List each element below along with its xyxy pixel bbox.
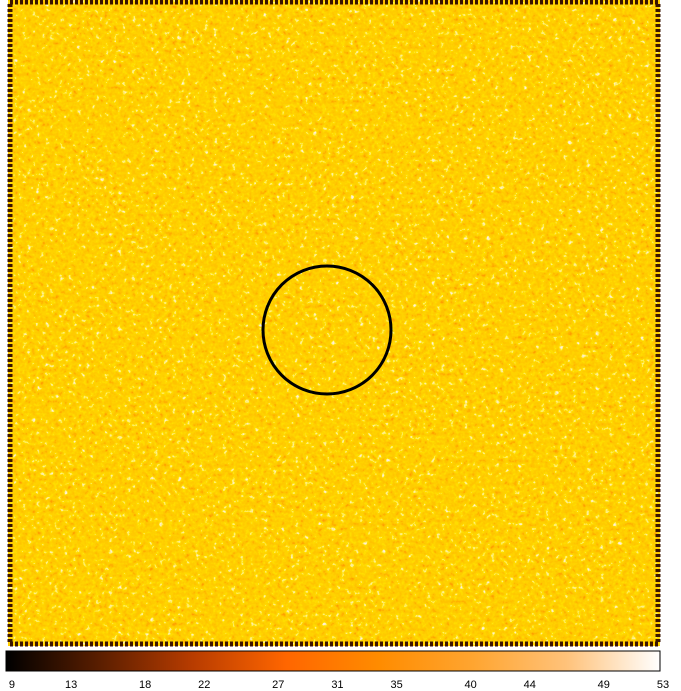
colorbar-tick-label: 13 (65, 679, 77, 691)
colorbar-tick-label: 40 (464, 679, 476, 691)
colorbar-tick-label: 44 (524, 679, 536, 691)
chart: 9 13 18 22 27 31 35 40 44 49 53 (0, 0, 681, 691)
colorbar-tick-label: 31 (331, 679, 343, 691)
colorbar-tick-label: 53 (657, 679, 669, 691)
colorbar-tick-label: 35 (390, 679, 402, 691)
colorbar-ticks: 9 13 18 22 27 31 35 40 44 49 53 (9, 679, 669, 691)
colorbar-tick-label: 18 (139, 679, 151, 691)
colorbar-tick-label: 27 (272, 679, 284, 691)
colorbar (6, 651, 660, 671)
colorbar-tick-label: 9 (9, 679, 15, 691)
page: 913182227313540444953 (() => { const dat… (0, 0, 681, 691)
colorbar-tick-label: 22 (198, 679, 210, 691)
image (8, 0, 660, 646)
colorbar-tick-label: 49 (598, 679, 610, 691)
